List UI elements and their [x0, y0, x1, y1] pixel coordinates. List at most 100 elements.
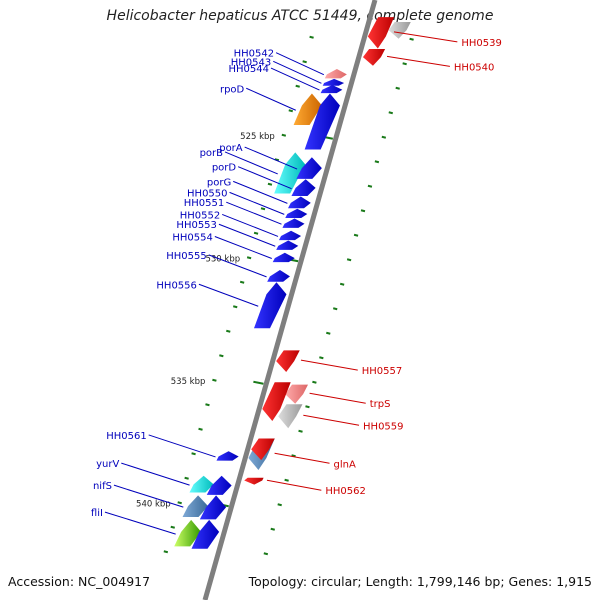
label-leader — [208, 254, 267, 278]
minor-tick — [381, 135, 387, 139]
gene-label-HH0556: HH0556 — [156, 280, 197, 291]
minor-tick — [309, 35, 314, 39]
minor-tick — [298, 429, 303, 433]
minor-tick — [367, 184, 373, 188]
minor-tick — [239, 280, 245, 284]
minor-tick — [232, 305, 238, 309]
gene-arrow-HH0539 — [367, 17, 395, 49]
gene-label-HH0542: HH0542 — [234, 49, 275, 60]
minor-tick — [184, 476, 189, 480]
gene-arrow-nifS — [182, 495, 209, 517]
minor-tick — [284, 478, 289, 482]
gene-label-HH0539: HH0539 — [461, 38, 502, 49]
label-leader — [121, 462, 190, 486]
major-tick — [253, 380, 264, 385]
gene-label-glnA: glnA — [334, 459, 356, 470]
minor-tick — [326, 331, 331, 335]
minor-tick — [198, 427, 203, 431]
gene-arrow-HH0561b — [216, 451, 239, 461]
minor-tick — [205, 403, 210, 407]
minor-tick — [281, 133, 287, 137]
gene-arrow-nifSb — [199, 495, 227, 520]
minor-tick — [319, 356, 324, 360]
label-leader — [303, 414, 360, 426]
minor-tick — [177, 501, 182, 505]
scale-label: 540 kbp — [136, 499, 171, 509]
minor-tick — [270, 527, 275, 531]
gene-arrow-rpoD — [293, 93, 322, 125]
minor-tick — [374, 160, 380, 164]
gene-label-porA: porA — [219, 143, 243, 154]
gene-label-porD: porD — [212, 163, 237, 174]
gene-arrow-HH0543 — [322, 78, 345, 86]
label-leader — [275, 52, 325, 76]
label-leader — [266, 479, 322, 491]
gene-arrow-yurVb — [206, 475, 232, 495]
gene-arrow-porD — [291, 179, 316, 196]
minor-tick — [219, 354, 224, 358]
label-leader — [233, 180, 288, 204]
label-leader — [224, 151, 278, 175]
gene-label-fliI: fliI — [91, 508, 103, 519]
tick-layer: 525 kbp 530 kbp 535 kbp 540 kbp — [136, 35, 414, 556]
minor-tick — [288, 109, 294, 113]
label-layer: HH0539HH0540HH0542HH0543HH0544rpoDporBpo… — [91, 31, 502, 535]
label-leader — [218, 223, 276, 247]
gene-arrow-HH0544 — [320, 84, 343, 94]
gene-label-HH0553: HH0553 — [176, 220, 217, 231]
label-leader — [237, 166, 292, 190]
gene-label-HH0543: HH0543 — [231, 57, 272, 68]
genome-backbone — [202, 0, 378, 600]
gene-arrow-HH0557 — [276, 350, 300, 372]
gene-arrow-trpS — [285, 384, 309, 404]
minor-tick — [332, 307, 338, 311]
label-leader — [274, 452, 330, 464]
label-leader — [273, 60, 322, 84]
gene-arrow-HH0559 — [278, 404, 303, 429]
label-leader — [246, 87, 296, 111]
scale-label: 530 kbp — [205, 254, 240, 264]
minor-tick — [253, 231, 259, 235]
gene-label-HH0544: HH0544 — [228, 64, 269, 75]
minor-tick — [339, 282, 345, 286]
gene-label-HH0552: HH0552 — [180, 210, 221, 221]
gene-label-porB: porB — [200, 148, 224, 159]
gene-arrow-HH0542 — [324, 69, 347, 79]
label-leader — [229, 191, 285, 215]
label-leader — [244, 146, 298, 170]
minor-tick — [402, 62, 407, 66]
minor-tick — [274, 158, 280, 162]
label-leader — [113, 484, 184, 508]
label-leader — [300, 359, 358, 371]
scale-label: 525 kbp — [240, 132, 275, 142]
minor-tick — [360, 209, 366, 213]
gene-arrow-fliIb — [191, 519, 220, 549]
minor-tick — [246, 256, 252, 260]
gene-arrow-HH0562 — [244, 477, 264, 485]
label-leader — [386, 55, 450, 67]
minor-tick — [305, 405, 310, 409]
gene-arrow-yurV — [189, 475, 214, 493]
gene-label-HH0555: HH0555 — [166, 251, 207, 262]
gene-label-HH0559: HH0559 — [363, 421, 404, 432]
gene-label-HH0551: HH0551 — [184, 198, 225, 209]
minor-tick — [346, 258, 352, 262]
gene-label-HH0554: HH0554 — [172, 232, 213, 243]
gene-label-HH0540: HH0540 — [454, 62, 495, 73]
gene-arrow-HH0556 — [253, 282, 287, 329]
gene-label-porG: porG — [207, 177, 231, 188]
gene-label-yurV: yurV — [96, 459, 119, 470]
figure-title: Helicobacter hepaticus ATCC 51449, compl… — [106, 8, 494, 24]
minor-tick — [291, 454, 296, 458]
gene-arrow-HH0553 — [276, 240, 299, 250]
gene-layer — [174, 17, 411, 549]
minor-tick — [260, 207, 266, 211]
minor-tick — [191, 452, 196, 456]
minor-tick — [212, 378, 217, 382]
minor-tick — [353, 233, 359, 237]
minor-tick — [277, 503, 282, 507]
accession-text: Accession: NC_004917 — [8, 574, 151, 589]
label-leader — [393, 31, 458, 43]
minor-tick — [267, 182, 273, 186]
gene-arrow-HH0552 — [278, 230, 302, 241]
